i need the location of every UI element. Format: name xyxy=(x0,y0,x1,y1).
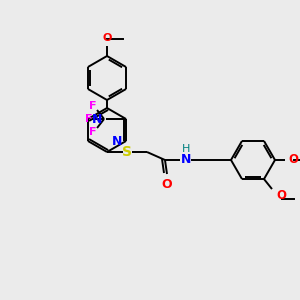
Text: N: N xyxy=(181,154,191,166)
Text: H: H xyxy=(182,144,190,154)
Text: F: F xyxy=(89,127,97,137)
Text: S: S xyxy=(122,145,132,159)
Text: N: N xyxy=(112,134,122,148)
Text: O: O xyxy=(162,178,172,191)
Text: F: F xyxy=(89,101,97,111)
Text: O: O xyxy=(276,189,286,202)
Text: O: O xyxy=(288,154,298,166)
Text: F: F xyxy=(85,114,93,124)
Text: O: O xyxy=(102,33,112,43)
Text: N: N xyxy=(92,112,102,125)
